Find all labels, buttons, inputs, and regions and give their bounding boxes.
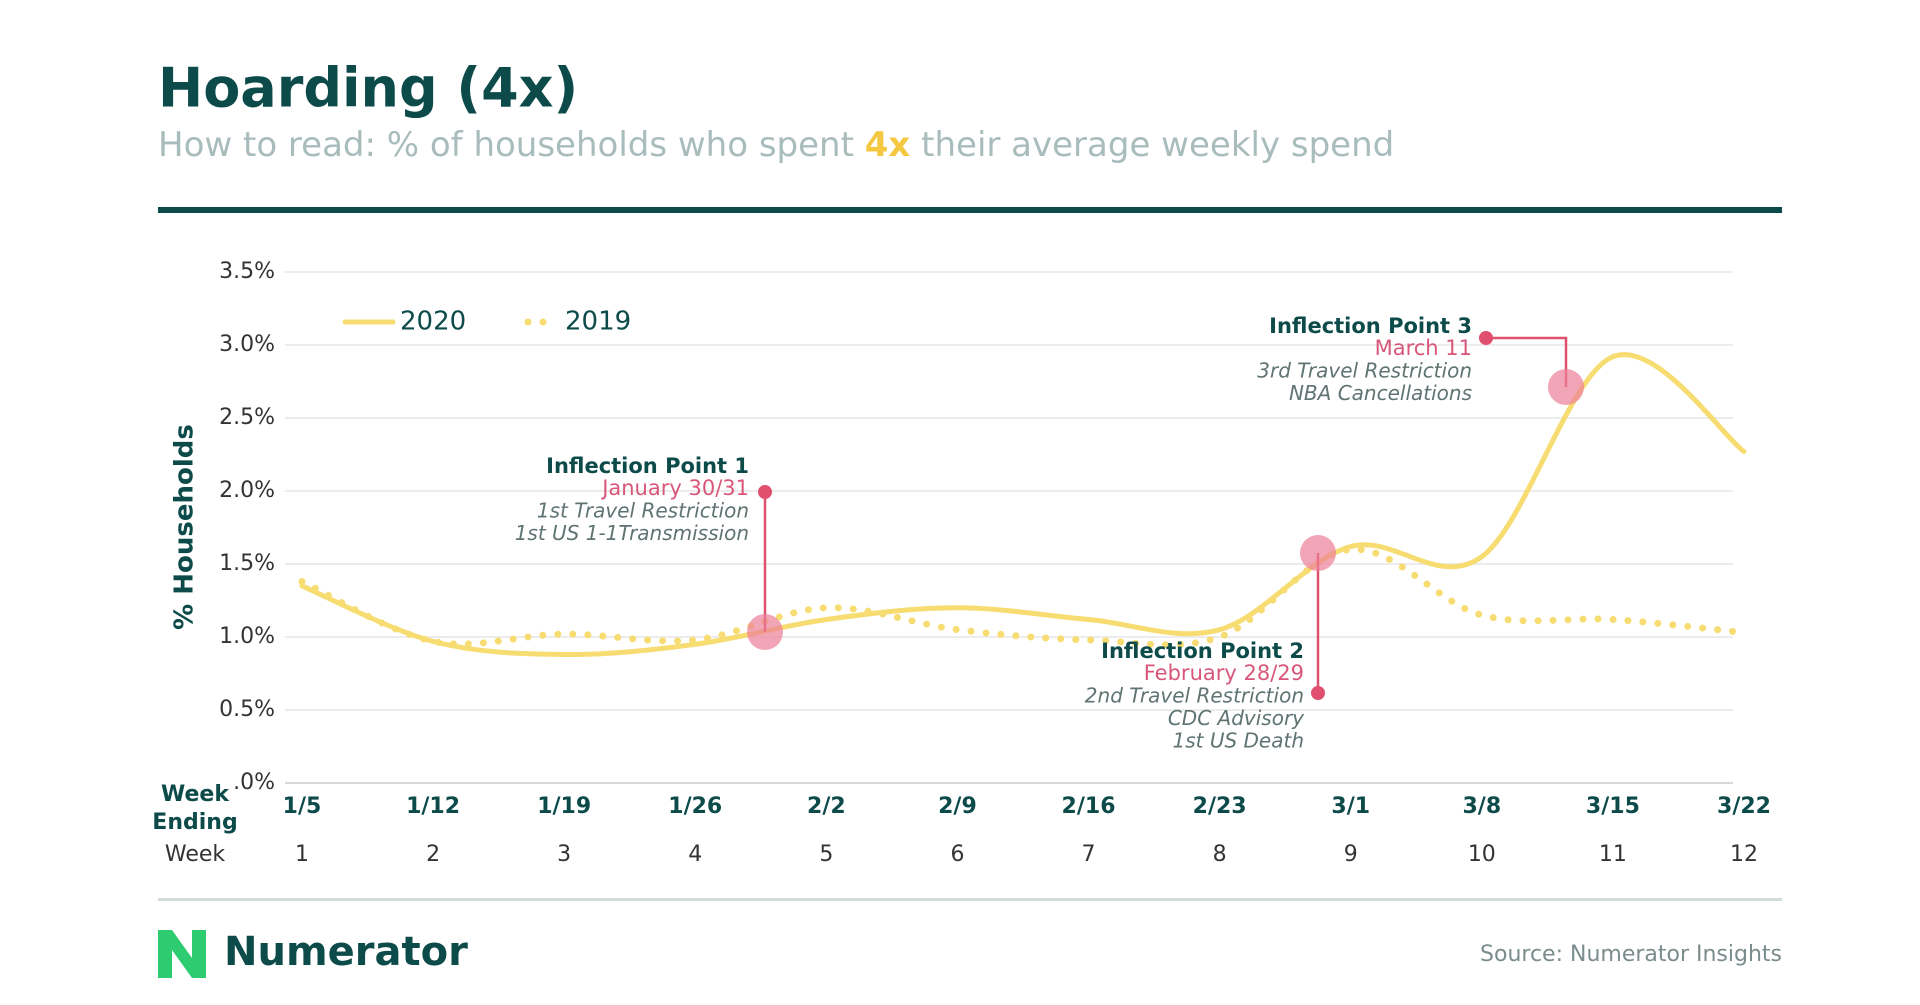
- source: Source: Numerator Insights: [1480, 942, 1782, 967]
- x-axis-label: Week Ending: [152, 782, 237, 835]
- annotation-date: January 30/31: [600, 476, 749, 500]
- y-tick-label: .0%: [233, 770, 275, 795]
- y-tick-label: 1.0%: [219, 624, 275, 649]
- week-number: 4: [688, 842, 702, 867]
- chart-title: Hoarding (4x): [158, 57, 578, 120]
- annotation-note: 1st US Death: [1172, 729, 1304, 753]
- x-tick-label: 2/16: [1062, 794, 1116, 819]
- week-number: 3: [557, 842, 571, 867]
- annotation-highlight: [1300, 535, 1336, 571]
- series-line: [298, 545, 1748, 649]
- annotation-date: February 28/29: [1144, 661, 1304, 685]
- y-tick-label: 2.0%: [219, 478, 275, 503]
- annotation-pin: [1311, 686, 1325, 700]
- y-tick-label: 0.5%: [219, 697, 275, 722]
- y-tick-label: 3.5%: [219, 259, 275, 284]
- week-number: 1: [295, 842, 309, 867]
- x-tick-label: 1/12: [406, 794, 460, 819]
- week-number: 12: [1730, 842, 1758, 867]
- x-tick-label: 3/1: [1331, 794, 1370, 819]
- week-number: 9: [1344, 842, 1358, 867]
- x-tick-label: 1/19: [537, 794, 591, 819]
- x-tick-label: 3/8: [1462, 794, 1501, 819]
- legend-label: 2020: [400, 307, 466, 337]
- annotation-note: 3rd Travel Restriction: [1257, 359, 1472, 383]
- y-axis-label: % Households: [170, 424, 200, 630]
- annotation-title: Inflection Point 1: [546, 454, 749, 478]
- week-number: 11: [1599, 842, 1627, 867]
- logo-mark: [158, 930, 206, 978]
- annotation-title: Inflection Point 3: [1269, 314, 1472, 338]
- footer-rule: [158, 898, 1782, 901]
- week-number: 10: [1468, 842, 1496, 867]
- week-number: 2: [426, 842, 440, 867]
- x-tick-label: 1/5: [283, 794, 322, 819]
- x-tick-label: 2/23: [1193, 794, 1247, 819]
- x-tick-label: 2/9: [938, 794, 977, 819]
- y-tick-label: 1.5%: [219, 551, 275, 576]
- week-number: 5: [819, 842, 833, 867]
- y-tick-label: 3.0%: [219, 332, 275, 357]
- brand: Numerator: [224, 929, 468, 975]
- header-rule: [158, 207, 1782, 213]
- x-tick-label: 3/15: [1586, 794, 1640, 819]
- week-label: Week: [165, 842, 226, 867]
- annotation-note: NBA Cancellations: [1289, 381, 1472, 405]
- annotation-date: March 11: [1375, 336, 1472, 360]
- annotation-pin: [1479, 331, 1493, 345]
- logo: Numerator: [158, 929, 468, 978]
- week-number: 8: [1213, 842, 1227, 867]
- annotation-note: 1st Travel Restriction: [537, 499, 749, 523]
- annotation-note: 1st US 1-1Transmission: [515, 521, 749, 545]
- x-tick-label: 1/26: [668, 794, 722, 819]
- annotation-note: 2nd Travel Restriction: [1085, 684, 1304, 708]
- legend-label: 2019: [565, 307, 631, 337]
- week-number: 6: [950, 842, 964, 867]
- subtitle: How to read: % of households who spent 4…: [158, 125, 1394, 165]
- week-number: 7: [1082, 842, 1096, 867]
- annotation-note: CDC Advisory: [1168, 706, 1305, 730]
- x-tick-label: 2/2: [807, 794, 846, 819]
- subtitle-part: their average weekly spend: [910, 125, 1394, 165]
- subtitle-highlight: 4x: [865, 125, 911, 165]
- annotation-pin: [758, 485, 772, 499]
- series-line: [299, 352, 1747, 658]
- y-tick-label: 2.5%: [219, 405, 275, 430]
- subtitle-part: How to read: % of households who spent: [158, 125, 865, 165]
- x-tick-label: 3/22: [1717, 794, 1771, 819]
- annotation-title: Inflection Point 2: [1101, 639, 1304, 663]
- annotation-highlight: [747, 614, 783, 650]
- annotation-highlight: [1548, 369, 1584, 405]
